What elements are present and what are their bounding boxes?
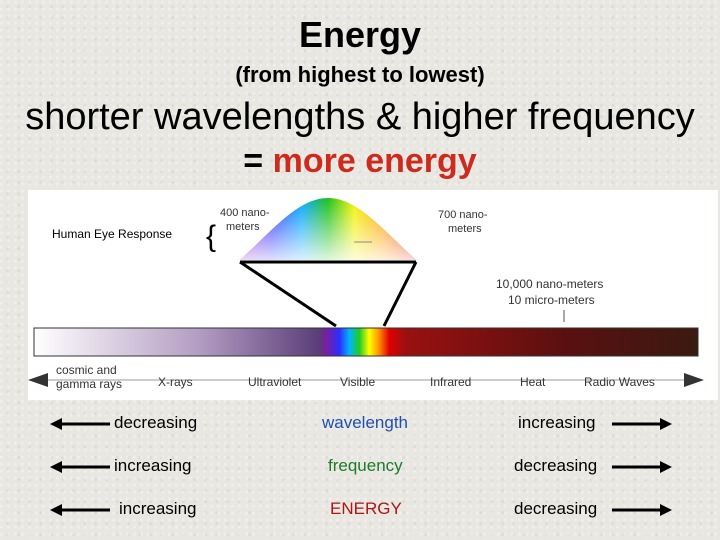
frequency-left-label: increasing bbox=[114, 456, 192, 475]
band-xrays: X-rays bbox=[158, 375, 193, 389]
band-cosmic-2: gamma rays bbox=[56, 377, 122, 391]
slide-headline: shorter wavelengths & higher frequency bbox=[25, 96, 695, 138]
band-heat: Heat bbox=[520, 375, 546, 389]
left-arrow-icon bbox=[50, 504, 110, 516]
frequency-label: frequency bbox=[328, 456, 403, 475]
energy-right-label: decreasing bbox=[514, 499, 598, 518]
slide-subtitle: (from highest to lowest) bbox=[235, 62, 485, 87]
frequency-row: increasing frequency decreasing bbox=[0, 449, 720, 489]
spectrum-bar bbox=[33, 327, 699, 357]
band-infrared: Infrared bbox=[430, 375, 471, 389]
band-arrow-left-icon bbox=[28, 373, 48, 387]
band-arrow-right-icon bbox=[684, 373, 704, 387]
band-cosmic-1: cosmic and bbox=[56, 363, 117, 377]
conclusion-equals: = bbox=[243, 142, 264, 180]
left-arrow-icon bbox=[50, 418, 110, 430]
nm400-label-1: 400 nano- bbox=[220, 207, 270, 219]
left-arrow-icon bbox=[50, 461, 110, 473]
energy-row: increasing ENERGY decreasing bbox=[0, 492, 720, 532]
right-arrow-icon bbox=[612, 504, 672, 516]
funnel-left-line bbox=[239, 260, 337, 328]
funnel-right-line bbox=[382, 261, 418, 327]
spectrum-svg: Human Eye Response { 400 nano- meters 70… bbox=[28, 198, 704, 391]
nm400-label-2: meters bbox=[226, 221, 260, 233]
wavelength-row: decreasing wavelength increasing bbox=[0, 406, 720, 446]
brace-icon: { bbox=[206, 220, 216, 253]
energy-label: ENERGY bbox=[330, 499, 402, 518]
right-arrow-icon bbox=[612, 461, 672, 473]
nm10000-label-1: 10,000 nano-meters bbox=[496, 277, 603, 291]
human-eye-label: Human Eye Response bbox=[52, 227, 172, 241]
frequency-right-label: decreasing bbox=[514, 456, 598, 475]
slide-conclusion: = more energy bbox=[0, 142, 720, 181]
wavelength-right-label: increasing bbox=[518, 413, 596, 432]
nm10000-label-2: 10 micro-meters bbox=[508, 293, 595, 307]
spectrum-diagram: Human Eye Response { 400 nano- meters 70… bbox=[28, 190, 718, 400]
conclusion-accent: more energy bbox=[272, 142, 477, 180]
nm700-label-1: 700 nano- bbox=[438, 209, 488, 221]
band-visible: Visible bbox=[340, 375, 375, 389]
energy-left-label: increasing bbox=[119, 499, 197, 518]
wavelength-label: wavelength bbox=[322, 413, 409, 432]
slide-title: Energy bbox=[298, 14, 422, 55]
right-arrow-icon bbox=[612, 418, 672, 430]
band-radio: Radio Waves bbox=[584, 375, 655, 389]
nm700-label-2: meters bbox=[448, 223, 482, 235]
wavelength-left-label: decreasing bbox=[114, 413, 198, 432]
band-ultraviolet: Ultraviolet bbox=[248, 375, 302, 389]
visible-curve-fade bbox=[240, 198, 416, 260]
